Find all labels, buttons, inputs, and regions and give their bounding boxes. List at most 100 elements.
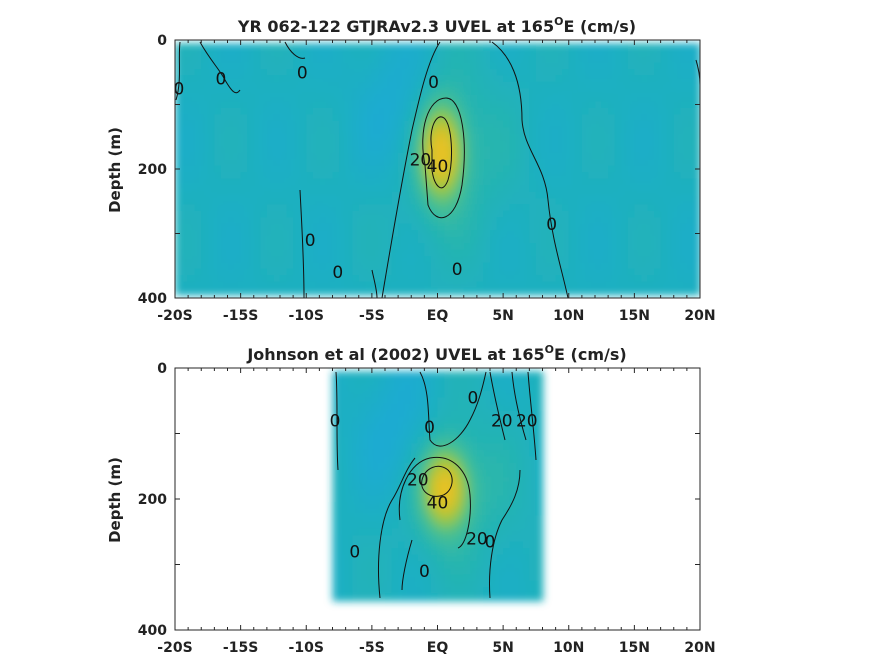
velocity-cell xyxy=(627,56,636,64)
velocity-cell xyxy=(417,165,426,174)
velocity-cell xyxy=(345,495,353,504)
velocity-cell xyxy=(299,178,308,186)
velocity-cell xyxy=(398,249,406,257)
velocity-cell xyxy=(411,515,419,523)
velocity-cell xyxy=(542,178,550,186)
velocity-cell xyxy=(581,120,590,128)
velocity-cell xyxy=(516,178,524,186)
velocity-cell xyxy=(503,210,511,219)
velocity-cell xyxy=(181,62,189,70)
velocity-cell xyxy=(365,377,373,386)
velocity-cell xyxy=(253,75,262,83)
velocity-cell xyxy=(352,528,360,536)
velocity-cell xyxy=(424,489,432,497)
velocity-cell xyxy=(476,410,485,418)
velocity-cell xyxy=(207,243,216,251)
velocity-cell xyxy=(201,204,209,212)
velocity-cell xyxy=(365,587,373,595)
velocity-cell xyxy=(522,288,531,296)
velocity-cell xyxy=(476,178,485,186)
velocity-cell xyxy=(332,410,340,418)
velocity-cell xyxy=(503,288,511,296)
velocity-cell xyxy=(535,249,544,257)
velocity-cell xyxy=(365,69,373,77)
velocity-cell xyxy=(207,178,216,186)
velocity-cell xyxy=(365,185,373,193)
velocity-cell xyxy=(470,223,478,232)
velocity-cell xyxy=(483,502,491,510)
velocity-cell xyxy=(332,495,340,504)
velocity-cell xyxy=(365,541,373,549)
velocity-cell xyxy=(430,120,439,128)
velocity-cell xyxy=(339,81,347,90)
velocity-cell xyxy=(595,49,603,57)
velocity-cell xyxy=(345,204,353,212)
velocity-cell xyxy=(562,75,570,83)
velocity-cell xyxy=(444,410,452,418)
velocity-cell xyxy=(273,94,281,103)
velocity-cell xyxy=(496,423,504,432)
velocity-cell xyxy=(293,43,301,51)
velocity-cell xyxy=(398,502,406,510)
velocity-cell xyxy=(516,185,524,193)
velocity-cell xyxy=(575,49,583,57)
velocity-cell xyxy=(647,281,655,290)
velocity-cell xyxy=(424,159,432,167)
velocity-cell xyxy=(411,495,419,504)
velocity-cell xyxy=(194,75,203,83)
velocity-cell xyxy=(595,165,603,174)
velocity-cell xyxy=(529,69,537,77)
velocity-cell xyxy=(470,508,478,517)
velocity-cell xyxy=(234,230,242,238)
velocity-cell xyxy=(339,69,347,77)
velocity-cell xyxy=(627,94,636,103)
velocity-cell xyxy=(430,236,439,244)
velocity-cell xyxy=(339,561,347,569)
velocity-cell xyxy=(385,94,393,103)
velocity-cell xyxy=(476,469,485,477)
velocity-cell xyxy=(227,165,235,174)
velocity-cell xyxy=(654,81,662,90)
velocity-cell xyxy=(286,81,294,90)
velocity-cell xyxy=(234,62,242,70)
velocity-cell xyxy=(581,178,590,186)
velocity-cell xyxy=(365,535,373,543)
velocity-cell xyxy=(522,152,531,161)
velocity-cell xyxy=(253,43,262,51)
velocity-cell xyxy=(503,561,511,569)
velocity-cell xyxy=(398,554,406,563)
velocity-cell xyxy=(457,75,465,83)
velocity-cell xyxy=(352,404,360,412)
velocity-cell xyxy=(549,75,557,83)
velocity-cell xyxy=(627,262,636,270)
velocity-cell xyxy=(647,101,655,109)
velocity-cell xyxy=(339,256,347,264)
velocity-cell xyxy=(339,377,347,386)
velocity-cell xyxy=(575,43,583,51)
velocity-cell xyxy=(339,281,347,290)
velocity-cell xyxy=(575,56,583,64)
velocity-cell xyxy=(680,178,688,186)
velocity-cell xyxy=(411,417,419,425)
velocity-cell xyxy=(483,107,491,115)
velocity-cell xyxy=(411,185,419,193)
velocity-cell xyxy=(411,256,419,264)
velocity-cell xyxy=(654,152,662,161)
velocity-cell xyxy=(680,43,688,51)
velocity-cell xyxy=(568,114,577,122)
panel-bottom-contour-20 xyxy=(398,456,471,591)
velocity-cell xyxy=(260,165,268,174)
velocity-cell xyxy=(509,443,518,451)
velocity-cell xyxy=(450,508,458,517)
velocity-cell xyxy=(483,495,491,504)
velocity-cell xyxy=(470,198,478,206)
velocity-cell xyxy=(654,62,662,70)
velocity-cell xyxy=(417,593,426,602)
velocity-cell xyxy=(627,88,636,96)
velocity-cell xyxy=(614,62,623,70)
velocity-cell xyxy=(503,377,511,386)
velocity-cell xyxy=(621,223,629,232)
velocity-cell xyxy=(496,268,504,277)
velocity-cell xyxy=(332,69,340,77)
velocity-cell xyxy=(490,114,498,122)
